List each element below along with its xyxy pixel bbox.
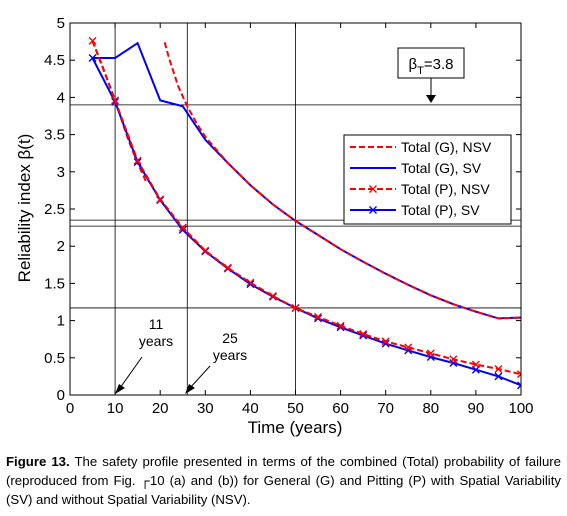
x-tick-label: 30 (197, 400, 214, 417)
data-point-marker (494, 364, 503, 373)
y-tick-label: 1 (57, 313, 65, 330)
axis-ticks: 0 10 20 30 40 50 60 70 80 90 100 0 0.5 1 1.5 2 2.5 3 3.5 4 4… (44, 15, 533, 417)
data-point-marker (246, 278, 255, 287)
series-line-segment (163, 42, 521, 320)
x-tick-label: 40 (242, 400, 259, 417)
data-point-marker (426, 349, 435, 358)
x-tick-label: 50 (287, 400, 304, 417)
legend-label: Total (P), SV (401, 202, 480, 218)
eleven-years-number: 11 (149, 316, 164, 332)
data-point-marker (291, 303, 300, 312)
legend: Total (G), NSV Total (G), SV Total (P), NS… (343, 134, 512, 225)
data-point-marker (178, 223, 187, 232)
legend-label: Total (P), NSV (401, 181, 490, 197)
x-tick-label: 0 (66, 400, 74, 417)
y-tick-label: 2.5 (44, 201, 65, 218)
data-point-marker (471, 360, 480, 369)
data-point-marker (449, 355, 458, 364)
y-tick-label: 3 (57, 164, 65, 181)
data-point-marker (88, 36, 97, 45)
beta-target-box (397, 47, 465, 79)
data-point-marker (156, 195, 165, 204)
data-point-marker (494, 372, 503, 381)
twentyfive-years-arrow (189, 365, 211, 389)
caption-text: The safety profile presented in terms of… (6, 454, 562, 507)
eleven-years-arrow (119, 356, 143, 389)
twentyfive-years-annotation: 25 years (185, 330, 247, 394)
y-tick-label: 0.5 (44, 350, 65, 367)
beta-target-text: βT=3.8 (409, 56, 454, 77)
caption-label: Figure 13. (6, 454, 70, 469)
x-tick-label: 20 (152, 400, 169, 417)
eleven-years-arrowhead (115, 384, 125, 394)
series-line (91, 40, 521, 376)
data-point-marker (517, 370, 521, 379)
twentyfive-years-arrowhead (185, 384, 195, 394)
x-tick-label: 10 (107, 400, 124, 417)
y-tick-label: 4 (57, 89, 65, 106)
figure-caption: Figure 13. The safety profile presented … (6, 452, 561, 509)
data-point-marker (314, 312, 323, 321)
data-point-marker (268, 292, 277, 301)
eleven-years-annotation: 11 years (115, 316, 173, 394)
data-point-marker (133, 156, 142, 165)
legend-marker (369, 185, 377, 193)
twentyfive-years-number: 25 (222, 330, 238, 346)
beta-target-annotation: βT=3.8 (397, 47, 465, 103)
data-point-marker (246, 280, 255, 289)
y-tick-label: 1.5 (44, 275, 65, 292)
x-axis-label: Time (years) (248, 418, 343, 437)
data-point-marker (223, 263, 232, 272)
series-group (88, 36, 521, 390)
x-tick-label: 80 (422, 400, 439, 417)
y-axis-label: Reliability index β(t) (15, 134, 34, 283)
beta-target-arrowhead (426, 95, 436, 103)
data-point-marker (111, 96, 120, 105)
y-tick-label: 5 (57, 15, 65, 32)
x-tick-label: 70 (377, 400, 394, 417)
data-point-marker (88, 53, 97, 62)
x-tick-label: 100 (508, 400, 533, 417)
y-tick-label: 3.5 (44, 127, 65, 144)
data-point-marker (359, 329, 368, 338)
reliability-chart: 0 10 20 30 40 50 60 70 80 90 100 0 0.5 1 1.5 2 2.5 3 3.5 4 4… (15, 15, 534, 437)
data-point-marker (178, 225, 187, 234)
legend-label: Total (G), NSV (401, 139, 492, 155)
y-tick-label: 4.5 (44, 52, 65, 69)
x-tick-label: 60 (332, 400, 349, 417)
data-point-marker (336, 323, 345, 332)
data-point-marker (404, 343, 413, 352)
y-tick-label: 2 (57, 238, 65, 255)
y-tick-label: 0 (57, 387, 65, 404)
eleven-years-label: years (139, 333, 173, 349)
legend-label: Total (G), SV (401, 160, 482, 176)
data-point-marker (336, 321, 345, 330)
data-point-marker (201, 246, 210, 255)
data-point-marker (517, 381, 521, 390)
x-tick-label: 90 (468, 400, 485, 417)
legend-marker (369, 206, 377, 214)
series-3 (88, 36, 521, 379)
twentyfive-years-label: years (213, 347, 247, 363)
data-point-marker (381, 337, 390, 346)
